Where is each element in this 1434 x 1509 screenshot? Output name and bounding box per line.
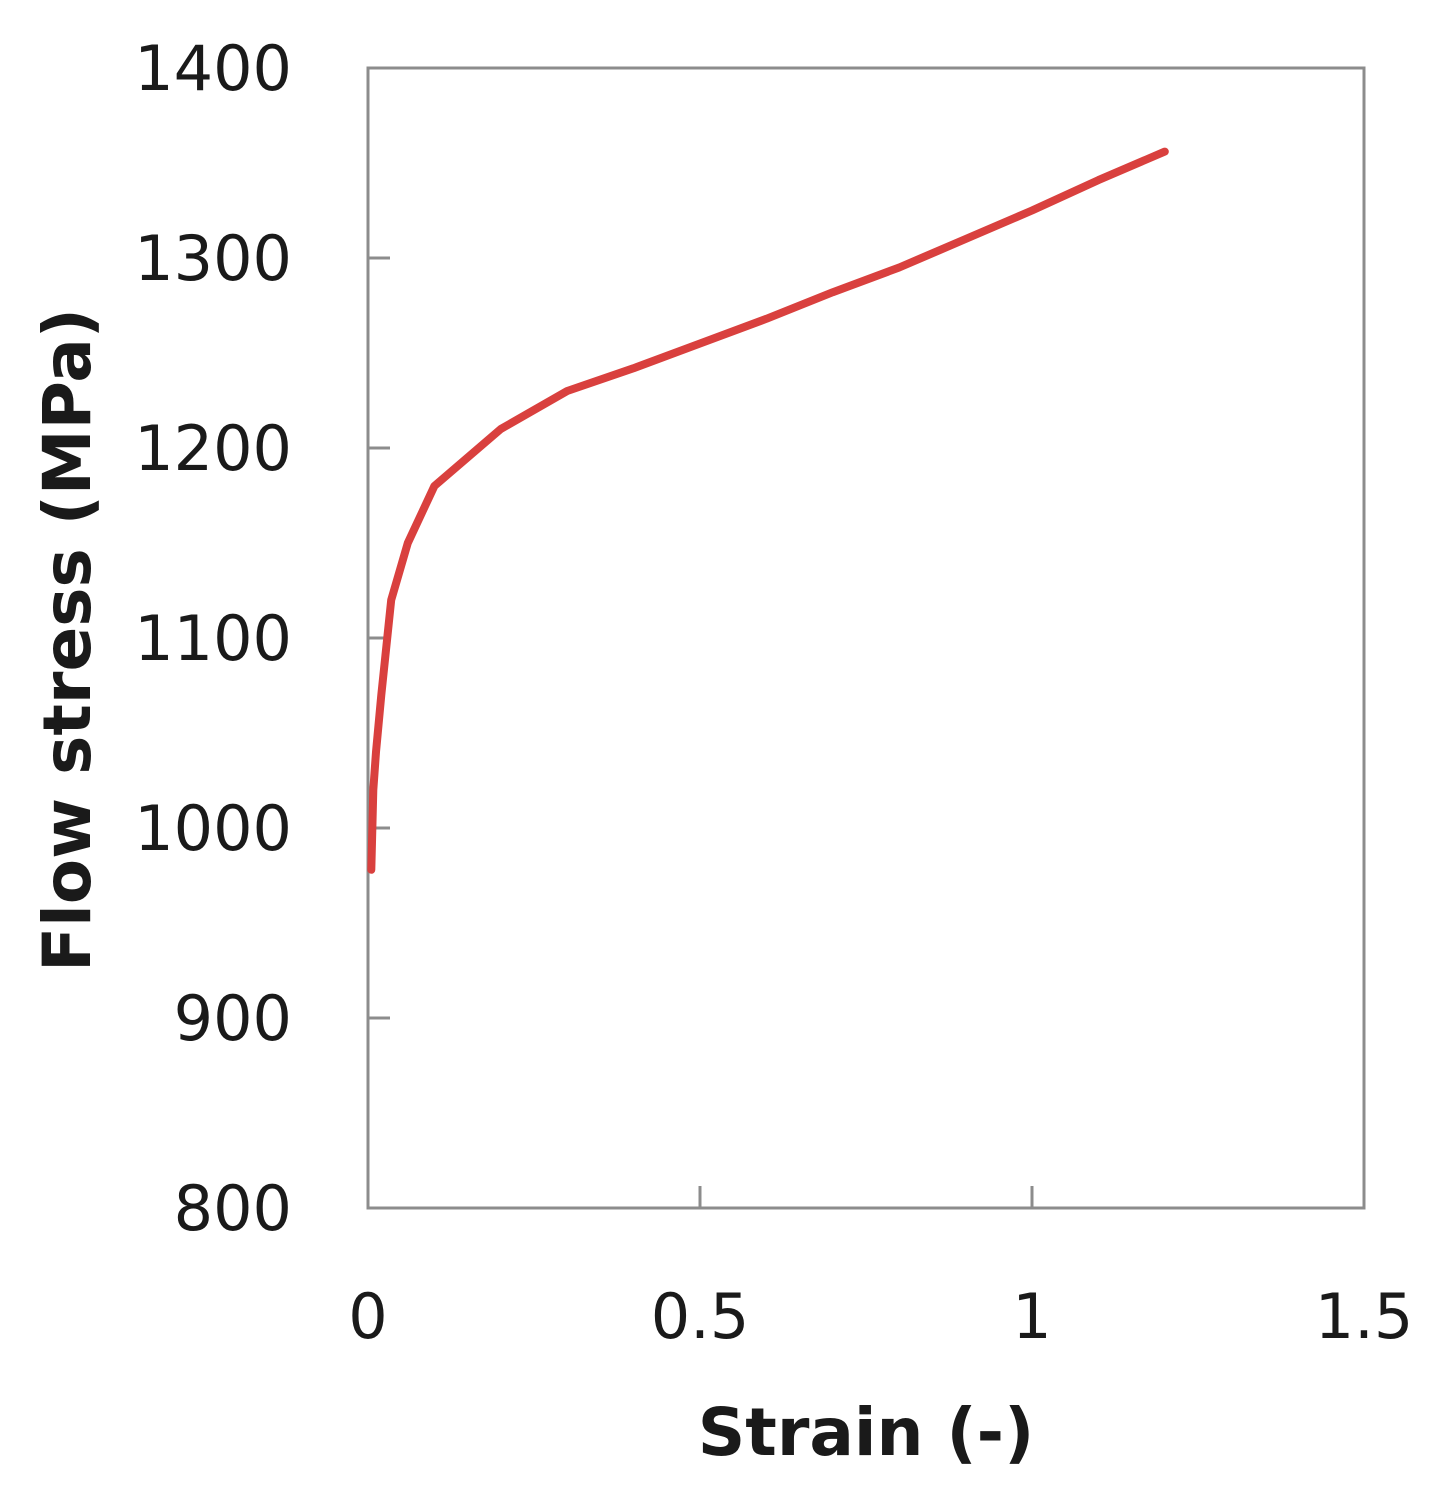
x-axis-title: Strain (-): [698, 1394, 1034, 1471]
x-tick-label: 1.5: [1315, 1280, 1414, 1353]
x-axis-ticks: [698, 1186, 1034, 1208]
x-axis-tick-labels: 0 0.5 1 1.5: [348, 1280, 1413, 1353]
y-tick-label: 1000: [134, 792, 292, 865]
y-tick-label: 1300: [134, 222, 292, 295]
y-axis-title: Flow stress (MPa): [29, 308, 106, 972]
y-tick-label: 900: [174, 982, 292, 1055]
x-tick-label: 0: [348, 1280, 387, 1353]
series-layer: [367, 147, 1169, 874]
y-tick-label: 800: [174, 1172, 292, 1245]
y-tick-label: 1200: [134, 412, 292, 485]
plot-area-frame: [366, 66, 1366, 1210]
x-tick-label: 1: [1012, 1280, 1051, 1353]
y-tick-label: 1100: [134, 602, 292, 675]
y-tick-label: 1400: [134, 32, 292, 105]
x-tick-label: 0.5: [651, 1280, 750, 1353]
series-line: [367, 147, 1169, 874]
y-axis-tick-labels: 800 900 1000 1100 1200 1300 1400: [134, 32, 292, 1245]
